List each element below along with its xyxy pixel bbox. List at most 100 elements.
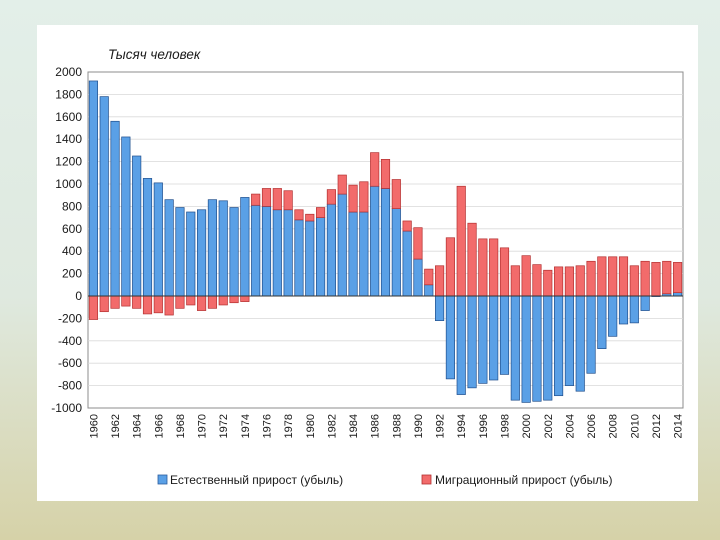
bar-migration-1997 <box>489 238 499 297</box>
x-tick-label: 2014 <box>673 414 685 438</box>
x-tick-label: 2002 <box>543 414 555 438</box>
x-tick-label: 2000 <box>521 414 533 438</box>
bar-natural-1977 <box>272 209 282 297</box>
bar-migration-2013 <box>662 260 672 295</box>
bar-natural-1996 <box>478 295 488 384</box>
bar-migration-1979 <box>294 209 304 221</box>
bar-natural-2008 <box>608 295 618 337</box>
x-tick-label: 2012 <box>651 414 663 438</box>
bar-natural-1995 <box>467 295 477 389</box>
bar-natural-1982 <box>326 203 336 297</box>
bars <box>88 80 683 403</box>
bar-natural-2005 <box>575 295 585 392</box>
plot-frame <box>87 71 684 409</box>
bar-migration-1972 <box>218 295 228 306</box>
bar-migration-1991 <box>424 268 434 286</box>
bar-migration-2002 <box>543 269 553 297</box>
x-tick-label: 1978 <box>283 414 295 438</box>
bar-natural-1966 <box>153 182 163 297</box>
x-tick-label: 1988 <box>391 414 403 438</box>
bar-natural-2006 <box>586 295 596 374</box>
legend-label-natural: Естественный прирост (убыль) <box>170 473 343 487</box>
bar-migration-1965 <box>142 295 153 315</box>
bar-migration-2007 <box>597 256 607 297</box>
bar-migration-1963 <box>121 295 131 307</box>
bar-migration-1974 <box>240 295 250 302</box>
bar-migration-2006 <box>586 260 596 297</box>
bar-natural-1965 <box>142 178 153 297</box>
bar-migration-1980 <box>305 213 315 222</box>
bar-migration-2012 <box>651 262 661 297</box>
x-tick-label: 1982 <box>326 414 338 438</box>
bar-natural-1981 <box>316 217 326 297</box>
y-tick-label: -200 <box>58 311 82 325</box>
y-tick-label: 800 <box>62 199 82 213</box>
bar-natural-1988 <box>391 208 401 297</box>
bar-migration-1993 <box>445 237 455 297</box>
bar-migration-2014 <box>673 262 683 293</box>
bar-natural-2007 <box>597 295 607 349</box>
bar-natural-1973 <box>229 207 239 297</box>
bar-natural-2002 <box>543 295 553 401</box>
bar-migration-1986 <box>370 152 380 187</box>
x-tick-label: 1986 <box>370 414 382 438</box>
bar-migration-1983 <box>337 174 347 195</box>
bar-natural-1998 <box>499 295 510 375</box>
bar-migration-1988 <box>391 179 401 209</box>
x-tick-label: 2004 <box>564 414 576 438</box>
bar-natural-2011 <box>640 295 650 311</box>
bar-natural-1979 <box>294 219 304 297</box>
bar-migration-1964 <box>132 295 142 309</box>
bar-migration-2004 <box>564 266 574 297</box>
bar-migration-1985 <box>359 181 369 213</box>
y-tick-label: -1000 <box>51 401 82 415</box>
bar-migration-1967 <box>164 295 174 316</box>
bar-migration-1981 <box>316 207 326 218</box>
bar-natural-2003 <box>554 295 564 397</box>
bar-natural-1978 <box>283 209 293 297</box>
x-tick-label: 1976 <box>262 414 274 438</box>
bar-migration-1977 <box>272 188 282 211</box>
x-tick-label: 1990 <box>413 414 425 438</box>
bar-migration-1968 <box>175 295 185 309</box>
bar-migration-1960 <box>88 295 98 320</box>
x-tick-label: 1974 <box>240 414 252 438</box>
bar-natural-1980 <box>305 220 315 297</box>
x-tick-label: 1968 <box>175 414 187 438</box>
bar-natural-2000 <box>521 295 531 403</box>
bar-migration-1970 <box>197 295 207 311</box>
bar-natural-1990 <box>413 258 423 297</box>
bar-natural-2004 <box>564 295 574 386</box>
x-tick-label: 1984 <box>348 414 360 438</box>
bar-migration-2001 <box>532 264 542 297</box>
bar-migration-1999 <box>510 265 520 297</box>
x-tick-label: 1970 <box>197 414 209 438</box>
bar-migration-2009 <box>618 256 629 297</box>
bar-natural-2014 <box>673 292 683 297</box>
y-tick-label: 1800 <box>55 87 82 101</box>
y-tick-label: 1600 <box>55 110 82 124</box>
x-tick-label: 2010 <box>629 414 641 438</box>
y-tick-label: 600 <box>62 222 82 236</box>
bar-natural-1964 <box>132 155 142 297</box>
y-axis-ticks: 2000180016001400120010008006004002000-20… <box>51 65 82 415</box>
bar-natural-1972 <box>218 200 228 297</box>
legend-swatch-migration <box>421 474 432 485</box>
y-axis-unit-label: Тысяч человек <box>108 47 201 62</box>
slide-panel: 2000 1800 1600 1400 1200 1000 800 600 400 200 0 -20… <box>37 25 698 501</box>
bar-migration-2003 <box>554 266 564 297</box>
bar-migration-1994 <box>456 185 466 297</box>
x-tick-label: 1972 <box>218 414 230 438</box>
bar-migration-1966 <box>153 295 163 314</box>
bar-migration-1998 <box>499 247 510 297</box>
bar-natural-1976 <box>261 206 272 297</box>
y-tick-label: -800 <box>58 379 82 393</box>
bar-migration-2000 <box>521 255 531 297</box>
bar-natural-2001 <box>532 295 542 402</box>
y-tick-label: 1000 <box>55 177 82 191</box>
bar-natural-1962 <box>110 120 120 297</box>
bar-migration-1975 <box>251 193 261 206</box>
bar-migration-1995 <box>467 222 477 297</box>
y-tick-label: 1400 <box>55 132 82 146</box>
x-tick-label: 1998 <box>500 414 512 438</box>
